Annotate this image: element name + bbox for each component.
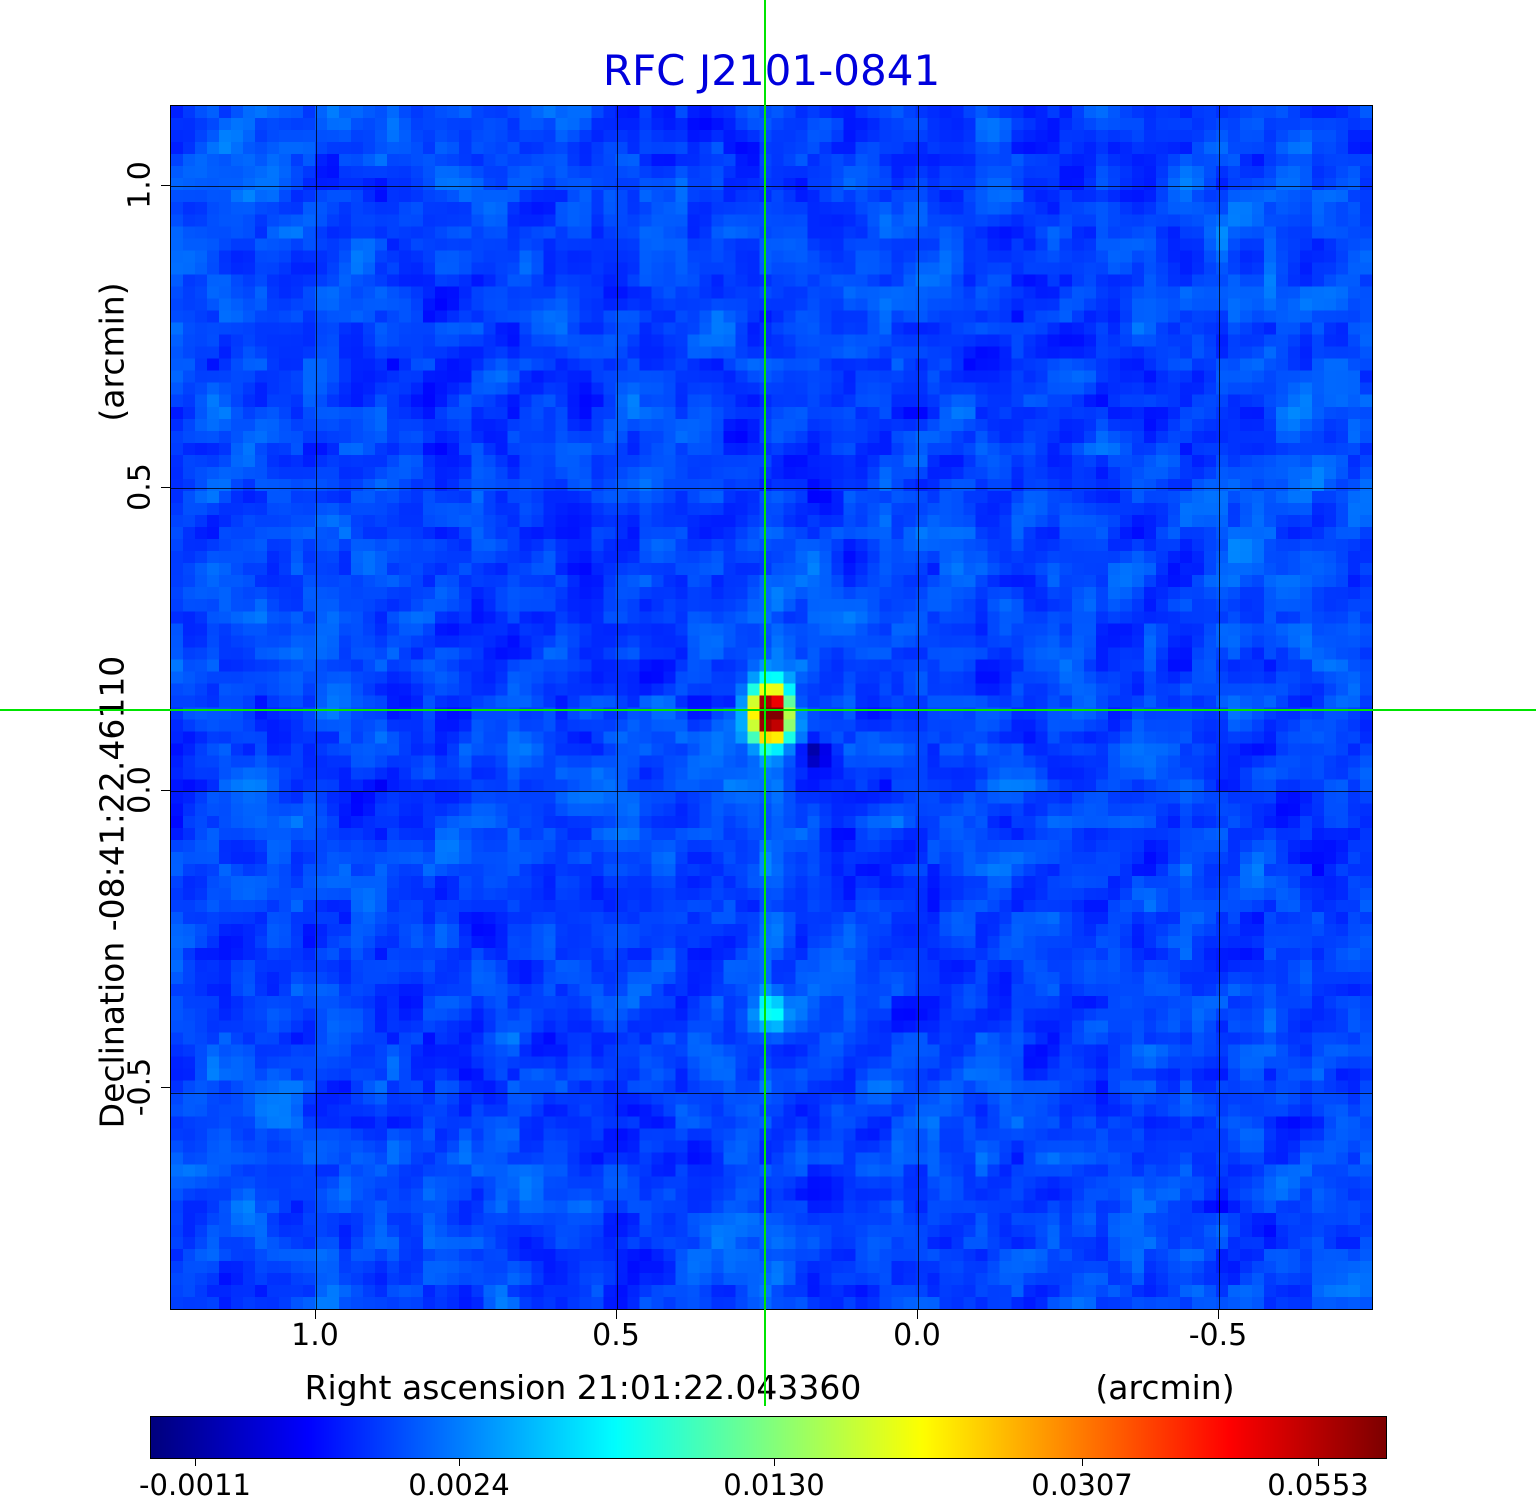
grid-line (316, 106, 317, 1309)
colorbar-tick-mark (1082, 1459, 1083, 1466)
grid-line (171, 1093, 1372, 1094)
grid-line (1219, 106, 1220, 1309)
y-tick-mark (161, 1087, 170, 1088)
colorbar-tick-mark (459, 1459, 460, 1466)
x-axis-unit-label: (arcmin) (1095, 1368, 1235, 1407)
colorbar-tick-label: 0.0130 (723, 1468, 825, 1502)
y-tick-label: 0.5 (122, 463, 158, 511)
x-tick-label: -0.5 (1188, 1318, 1248, 1353)
y-tick-label: 1.0 (122, 161, 158, 209)
colorbar (150, 1416, 1387, 1459)
crosshair-vertical-line (764, 0, 766, 1406)
x-axis-title: Right ascension 21:01:22.043360 (304, 1368, 862, 1407)
y-tick-mark (161, 790, 170, 791)
colorbar-canvas (151, 1417, 1386, 1458)
x-tick-mark (917, 1310, 918, 1319)
y-tick-mark (161, 185, 170, 186)
x-tick-label: 0.0 (893, 1318, 941, 1353)
x-tick-label: 1.0 (291, 1318, 339, 1353)
y-tick-label: -0.5 (122, 1057, 158, 1117)
x-tick-mark (616, 1310, 617, 1319)
heatmap-plot-area (170, 105, 1373, 1310)
colorbar-tick-mark (774, 1459, 775, 1466)
grid-line (617, 106, 618, 1309)
y-tick-mark (161, 487, 170, 488)
grid-line (171, 488, 1372, 489)
x-tick-mark (315, 1310, 316, 1319)
grid-line (171, 186, 1372, 187)
grid-line (918, 106, 919, 1309)
colorbar-tick-label: -0.0011 (139, 1468, 251, 1502)
heatmap-canvas (171, 106, 1372, 1309)
colorbar-tick-label: 0.0024 (408, 1468, 510, 1502)
colorbar-tick-label: 0.0307 (1031, 1468, 1133, 1502)
y-tick-label: 0.0 (122, 766, 158, 814)
colorbar-tick-label: 0.0553 (1267, 1468, 1369, 1502)
colorbar-tick-mark (195, 1459, 196, 1466)
grid-line (171, 791, 1372, 792)
colorbar-tick-mark (1318, 1459, 1319, 1466)
x-tick-mark (1218, 1310, 1219, 1319)
x-tick-label: 0.5 (592, 1318, 640, 1353)
chart-title: RFC J2101-0841 (602, 46, 941, 95)
y-axis-unit-label: (arcmin) (92, 282, 132, 422)
crosshair-horizontal-line (0, 709, 1536, 711)
